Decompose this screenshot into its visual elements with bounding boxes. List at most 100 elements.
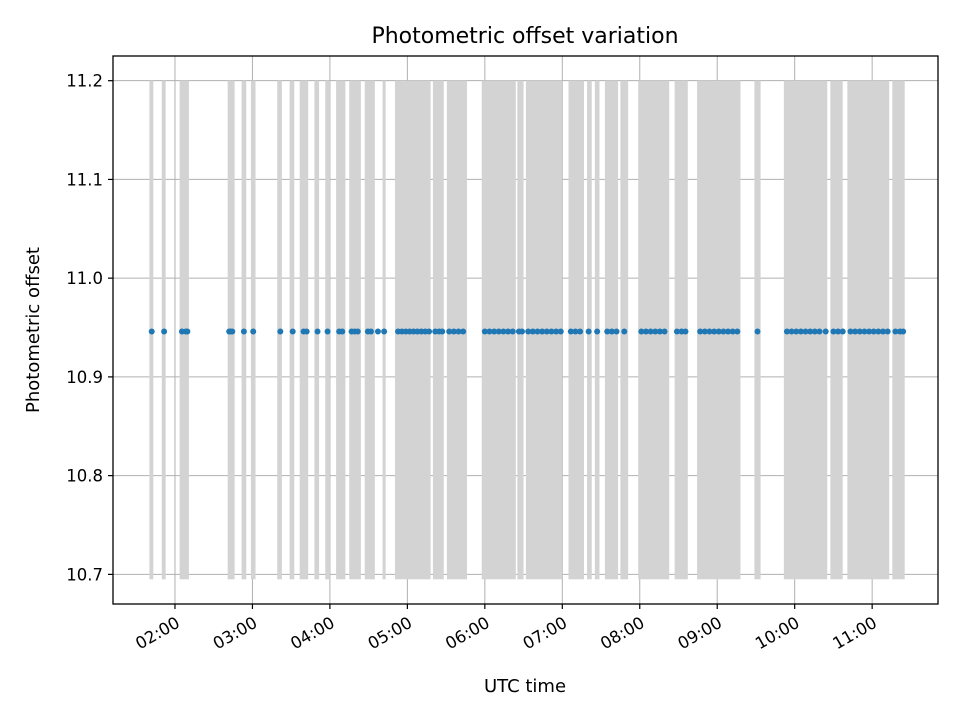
data-point <box>381 328 388 335</box>
data-point <box>673 328 680 335</box>
data-point <box>822 328 829 335</box>
data-point <box>642 328 649 335</box>
data-point <box>250 328 257 335</box>
data-point <box>240 328 247 335</box>
data-point <box>656 328 663 335</box>
data-point <box>585 328 592 335</box>
data-point <box>314 328 321 335</box>
data-point <box>367 328 374 335</box>
data-point <box>638 328 645 335</box>
data-point <box>486 328 493 335</box>
y-tick-label: 11.2 <box>66 72 103 91</box>
data-point <box>548 328 555 335</box>
data-point <box>543 328 550 335</box>
data-point <box>870 328 877 335</box>
data-point <box>572 328 579 335</box>
data-point <box>553 328 560 335</box>
data-point <box>519 328 526 335</box>
data-point <box>491 328 498 335</box>
data-point <box>830 328 837 335</box>
data-point <box>557 328 564 335</box>
y-tick-label: 10.7 <box>66 565 103 584</box>
data-point <box>811 328 818 335</box>
data-point <box>148 328 155 335</box>
data-point <box>354 328 361 335</box>
data-point <box>835 328 842 335</box>
data-point <box>861 328 868 335</box>
data-point <box>725 328 732 335</box>
data-point <box>613 328 620 335</box>
data-point <box>495 328 502 335</box>
data-point <box>839 328 846 335</box>
data-point <box>621 328 628 335</box>
x-axis-label: UTC time <box>484 676 566 697</box>
plot-frame <box>112 55 939 605</box>
data-point <box>455 328 462 335</box>
data-point <box>374 328 381 335</box>
data-point <box>797 328 804 335</box>
data-point <box>289 328 296 335</box>
data-point <box>509 328 516 335</box>
data-point <box>277 328 284 335</box>
y-tick-label: 10.8 <box>66 467 103 486</box>
data-point <box>652 328 659 335</box>
data-point <box>539 328 546 335</box>
data-point <box>460 328 467 335</box>
data-point <box>229 328 236 335</box>
data-point <box>816 328 823 335</box>
data-point <box>720 328 727 335</box>
data-point <box>446 328 453 335</box>
points-layer <box>148 328 907 335</box>
data-point <box>500 328 507 335</box>
y-axis-label: Photometric offset <box>23 247 44 413</box>
data-point <box>339 328 346 335</box>
data-point <box>324 328 331 335</box>
data-point <box>847 328 854 335</box>
data-point <box>505 328 512 335</box>
data-point <box>880 328 886 335</box>
data-point <box>529 328 536 335</box>
data-point <box>788 328 795 335</box>
data-point <box>682 328 689 335</box>
data-point <box>711 328 718 335</box>
data-point <box>734 328 741 335</box>
y-tick-label: 10.9 <box>66 368 103 387</box>
data-point <box>184 328 191 335</box>
data-point <box>594 328 601 335</box>
data-point <box>701 328 708 335</box>
y-tick-label: 11.0 <box>66 269 103 288</box>
data-point <box>161 328 168 335</box>
data-point <box>661 328 668 335</box>
data-point <box>754 328 761 335</box>
y-tick-label: 11.1 <box>66 170 103 189</box>
data-point <box>892 328 899 335</box>
data-point <box>481 328 488 335</box>
data-point <box>426 328 433 335</box>
data-point <box>604 328 611 335</box>
data-point <box>807 328 814 335</box>
data-point <box>439 328 446 335</box>
data-point <box>608 328 615 335</box>
data-point <box>525 328 532 335</box>
data-point <box>875 328 882 335</box>
data-point <box>783 328 790 335</box>
chart-title: Photometric offset variation <box>371 24 678 49</box>
data-point <box>303 328 310 335</box>
data-point <box>577 328 584 335</box>
data-point <box>866 328 873 335</box>
data-point <box>852 328 859 335</box>
data-point <box>715 328 722 335</box>
data-point <box>647 328 654 335</box>
data-point <box>450 328 457 335</box>
data-point <box>802 328 809 335</box>
data-point <box>534 328 541 335</box>
data-point <box>706 328 713 335</box>
data-point <box>567 328 574 335</box>
data-point <box>793 328 800 335</box>
data-point <box>856 328 863 335</box>
data-point <box>729 328 736 335</box>
data-point <box>900 328 907 335</box>
data-point <box>697 328 704 335</box>
data-point <box>884 328 891 335</box>
